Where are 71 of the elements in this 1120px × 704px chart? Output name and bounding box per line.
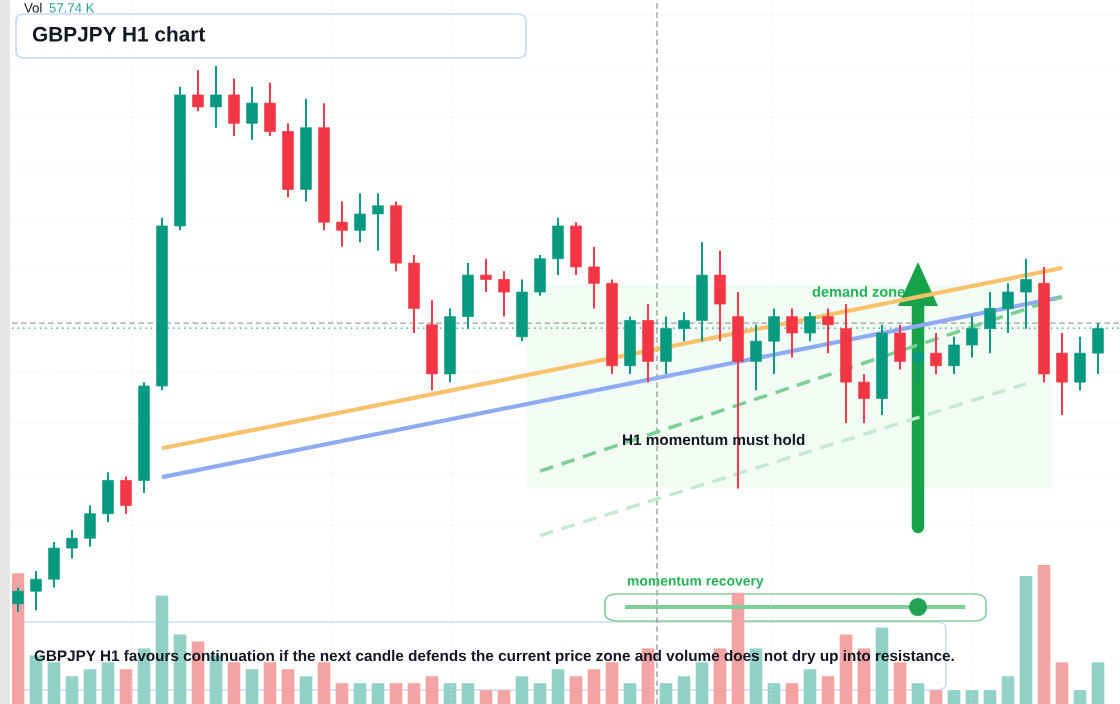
bar [353, 683, 367, 704]
bar [911, 683, 925, 704]
bar [371, 683, 385, 704]
bar [281, 669, 295, 704]
bar [515, 676, 529, 704]
bar [695, 662, 709, 704]
bar [443, 683, 457, 704]
bar [119, 669, 133, 704]
bar [965, 690, 979, 704]
annotation: momentum recovery [627, 576, 764, 589]
bar [47, 662, 61, 704]
bar [893, 662, 907, 704]
bar [785, 683, 799, 704]
bar [479, 690, 493, 704]
candlestick [858, 372, 870, 425]
candlestick [588, 245, 600, 310]
bar [767, 683, 781, 704]
bar [227, 662, 241, 704]
bar [605, 662, 619, 704]
candlestick [192, 69, 204, 113]
bar [245, 669, 259, 704]
bar [587, 669, 601, 704]
bar [299, 676, 313, 704]
candlestick [246, 85, 258, 141]
bar [425, 676, 439, 704]
candlestick [930, 332, 942, 375]
bar [983, 690, 997, 704]
candlestick [750, 323, 762, 392]
bar [533, 683, 547, 704]
bar [335, 683, 349, 704]
bar [821, 676, 835, 704]
candlestick [804, 311, 816, 343]
candlestick [354, 192, 366, 244]
candlestick [66, 529, 78, 560]
bar [101, 662, 115, 704]
candlestick [786, 307, 798, 359]
candlestick [210, 65, 222, 129]
bar [407, 683, 421, 704]
bar [947, 690, 961, 704]
chart-title: GBPJPY H1 chart [32, 26, 206, 42]
bar [497, 690, 511, 704]
candlestick [480, 257, 492, 294]
bar [1091, 662, 1105, 704]
candlestick [30, 570, 42, 612]
bar [389, 683, 403, 704]
bar [65, 676, 79, 704]
bar [569, 676, 583, 704]
candlestick [822, 307, 834, 355]
bar [1073, 690, 1087, 704]
candlestick [372, 192, 384, 252]
band-label: demand zone [812, 286, 905, 297]
bar [1001, 676, 1015, 704]
bar [623, 683, 637, 704]
bar [1037, 565, 1051, 704]
bar [659, 683, 673, 704]
bar [263, 662, 277, 704]
text: 57.74 K [49, 3, 95, 13]
candlestick [12, 586, 24, 613]
bar [551, 669, 565, 704]
bar [461, 683, 475, 704]
bar [83, 669, 97, 704]
bar [677, 676, 691, 704]
bar [929, 690, 943, 704]
candlestick [498, 270, 510, 318]
candlestick [336, 200, 348, 248]
candlestick [948, 335, 960, 375]
text: Vol [24, 2, 42, 13]
bar [317, 662, 331, 704]
bar [1019, 576, 1033, 704]
bar [1055, 662, 1069, 704]
bar [803, 669, 817, 704]
